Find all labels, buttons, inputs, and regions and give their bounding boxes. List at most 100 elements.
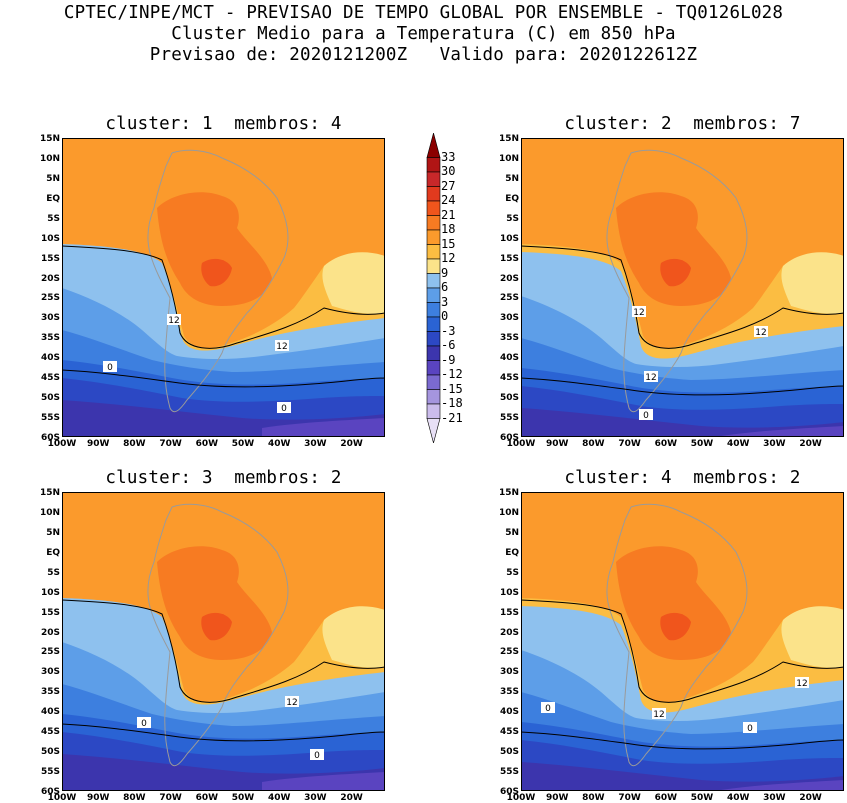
lon-tick-label: 50W [231,439,255,449]
map-frame [521,492,844,791]
colorbar-swatch [426,200,441,216]
contour-label: 12 [645,373,656,383]
lat-tick-label: EQ [46,193,60,204]
temperature-map: 12 12 0 0 [62,138,385,437]
colorbar-swatch [426,418,441,445]
lat-tick-label: 45S [40,373,60,384]
lon-tick-label: 80W [123,793,146,803]
lat-tick-label: 5N [46,173,60,184]
colorbar-tick-label: -3 [441,323,456,338]
temperature-band [721,426,844,437]
lat-tick-label: 15N [498,134,519,144]
map-frame [521,138,844,437]
temperature-band [521,762,844,791]
colorbar-swatch [426,186,441,202]
colorbar-swatch [426,389,441,405]
lat-tick-label: 10N [498,153,519,164]
colorbar-swatch [426,171,441,187]
contour-label-bg [639,409,653,420]
colorbar-tick-label: 6 [441,280,449,294]
lon-tick-label: 60W [195,439,219,449]
lat-tick-label: EQ [505,193,519,204]
colorbar-tick-label: 12 [441,251,456,265]
lat-tick-label: 35S [40,687,60,698]
contour-label-bg [167,314,181,325]
header-line-2: Cluster Medio para a Temperatura (C) em … [171,24,676,44]
contour-label-bg [285,696,299,707]
map-panel-cluster-2: 12 12 12 0 [521,138,844,437]
lat-tick-label: 50S [499,747,519,758]
lat-tick-label: 20S [40,627,60,638]
contour-label: 0 [141,719,147,729]
warm-core [616,546,731,660]
contour-12 [521,599,844,703]
lat-tick-label: 10S [499,233,519,244]
contour-label-bg [277,402,291,413]
colorbar-swatch [426,316,441,332]
temperature-band [262,772,385,791]
contour-label-bg [137,717,151,728]
lat-tick-label: 50S [40,747,60,758]
contour-label-bg [754,326,768,337]
lat-tick-label: 55S [499,413,519,424]
contour-label-bg [644,371,658,382]
colorbar-swatch [426,403,441,419]
warm-core [201,258,232,287]
temperature-band [322,606,385,668]
colorbar-graphic [426,131,441,445]
colorbar-tick-label: 18 [441,222,456,236]
lon-tick-label: 40W [267,793,291,803]
lat-tick-label: 35S [40,333,60,344]
lon-tick-label: 60W [654,439,678,449]
lat-tick-label: 60S [40,433,60,443]
contour-label: 12 [168,316,179,326]
contour-0 [62,369,385,388]
coastline [606,149,748,413]
lon-tick-label: 50W [231,793,255,803]
lat-tick-label: 15S [40,607,60,618]
contour-label-bg [795,677,809,688]
colorbar-swatch [426,131,441,158]
lat-tick-label: 60S [40,787,60,797]
lat-tick-label: 60S [499,787,519,797]
lat-tick-label: EQ [46,547,60,558]
lon-tick-label: 20W [799,793,822,803]
colorbar-tick-label: -15 [441,381,463,396]
warm-core [157,192,272,306]
colorbar [425,131,465,445]
panel-4-title: cluster: 4 membros: 2 [564,468,801,488]
contour-0 [62,723,385,742]
colorbar-swatch [426,302,441,318]
contour-label: 0 [747,724,753,734]
lat-tick-label: 25S [40,293,60,304]
lon-tick-label: 30W [763,439,786,449]
warm-core [660,612,691,641]
colorbar-swatch [426,287,441,303]
lat-tick-label: 15N [498,488,519,498]
lon-tick-label: 40W [726,793,750,803]
contour-label: 0 [643,411,649,421]
lon-tick-label: 30W [304,793,327,803]
colorbar-swatch [426,374,441,390]
lat-tick-label: 15N [39,488,60,498]
contour-label: 0 [107,363,113,373]
lat-tick-label: 60S [499,433,519,443]
map-panel-cluster-1: 12 12 0 0 [62,138,385,437]
colorbar-tick-label: -21 [441,410,463,425]
lat-tick-label: 50S [499,393,519,404]
lat-tick-label: 30S [40,313,60,324]
contour-label: 12 [755,328,766,338]
lon-tick-label: 100W [47,439,77,449]
lat-tick-label: 15S [499,607,519,618]
contour-label-bg [103,361,117,372]
panel-3-title: cluster: 3 membros: 2 [105,468,342,488]
contour-label-bg [743,722,757,733]
colorbar-tick-label: 33 [441,149,456,164]
colorbar-swatch [426,360,441,376]
lat-tick-label: 25S [499,647,519,658]
colorbar-tick-label: -12 [441,367,463,381]
lat-tick-label: 10N [39,153,60,164]
lon-tick-label: 90W [545,439,569,449]
map-panel-cluster-3: 12 0 0 [62,492,385,791]
lon-tick-label: 90W [545,793,569,803]
